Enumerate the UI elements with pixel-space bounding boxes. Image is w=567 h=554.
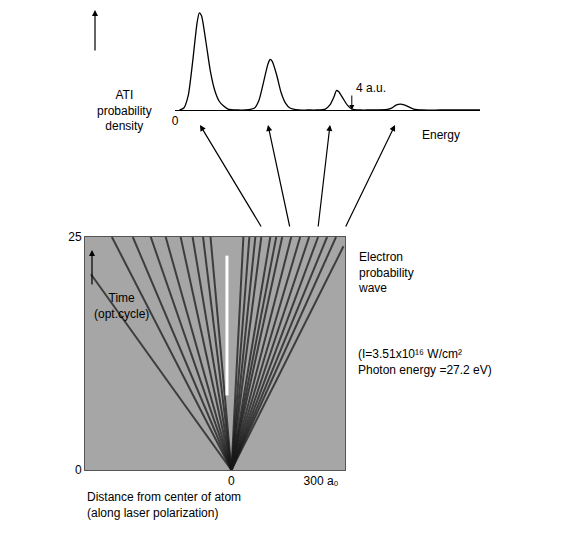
svg-text:0: 0: [172, 114, 179, 128]
svg-text:4 a.u.: 4 a.u.: [356, 81, 386, 95]
svg-text:Electronprobabilitywave: Electronprobabilitywave: [358, 250, 414, 295]
svg-text:Energy: Energy: [422, 128, 460, 142]
svg-text:0: 0: [228, 474, 235, 488]
svg-text:ATIprobabilitydensity: ATIprobabilitydensity: [97, 88, 152, 133]
svg-text:Time(opt.cycle): Time(opt.cycle): [94, 291, 149, 321]
svg-text:300 a₀: 300 a₀: [304, 474, 339, 488]
svg-text:25: 25: [68, 230, 82, 244]
svg-text:Distance from center of atom(a: Distance from center of atom(along laser…: [87, 490, 241, 520]
svg-text:(I=3.51x10¹⁶ W/cm²Photon energ: (I=3.51x10¹⁶ W/cm²Photon energy =27.2 eV…: [358, 347, 492, 377]
svg-text:0: 0: [75, 463, 82, 477]
